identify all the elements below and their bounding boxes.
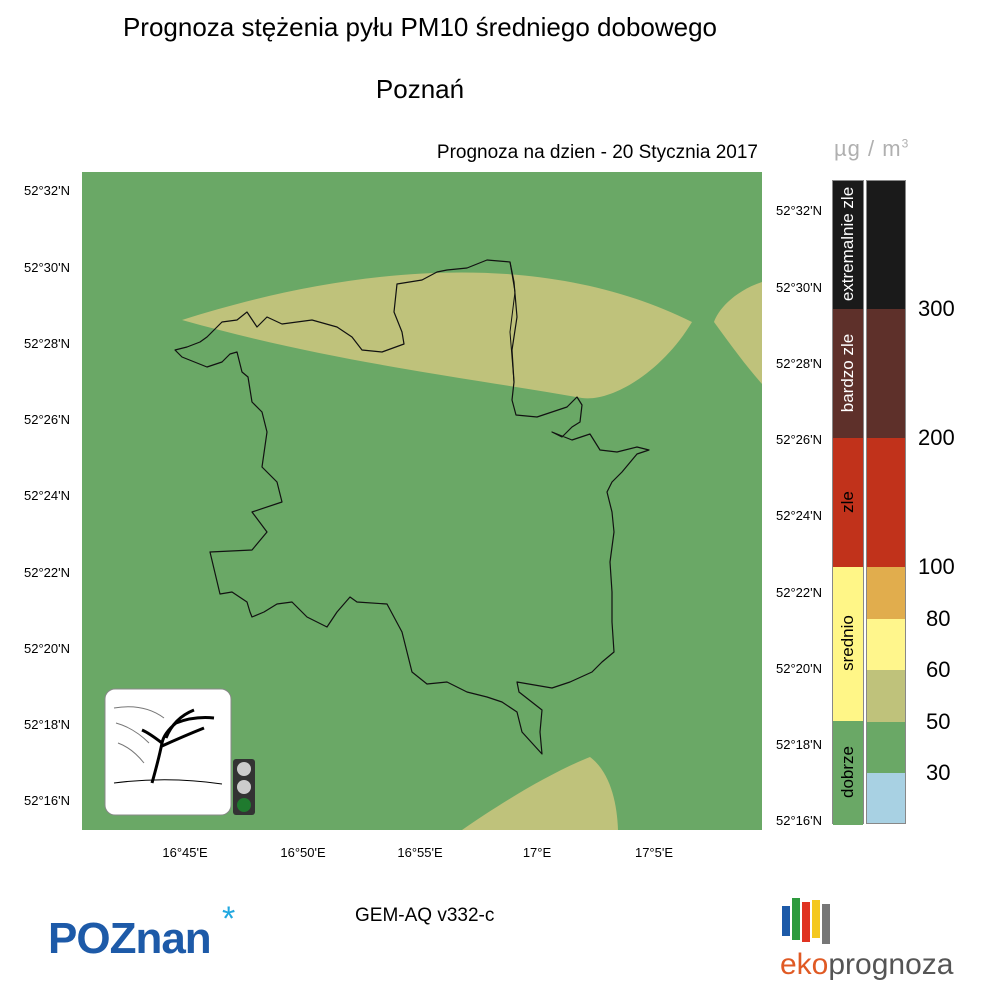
lon-label: 17°5'E	[634, 845, 674, 860]
lat-label: 52°26'N	[24, 412, 70, 427]
threshold-label: 300	[918, 296, 955, 321]
traffic-light-icon	[233, 759, 255, 815]
lon-label: 16°50'E	[280, 845, 326, 860]
poznan-logo: POZnan	[48, 914, 212, 963]
lat-label: 52°32'N	[24, 183, 70, 198]
lat-label-right: 52°26'N	[776, 432, 822, 447]
lat-label: 52°30'N	[24, 260, 70, 275]
overlay-zone-north	[182, 272, 692, 399]
threshold-label: 200	[918, 425, 955, 450]
lat-label: 52°20'N	[24, 641, 70, 656]
district-boundary	[509, 261, 516, 383]
overlay-zone-south	[462, 757, 618, 830]
eko-bars-icon	[782, 898, 830, 944]
model-label: GEM-AQ v332-c	[355, 905, 495, 926]
poznan-boundary	[174, 259, 650, 755]
threshold-label: 50	[926, 709, 951, 734]
category-label-average: srednio	[838, 615, 857, 671]
lat-label-right: 52°32'N	[776, 203, 822, 218]
category-label-good: dobrze	[838, 746, 857, 798]
forecast-date: Prognoza na dzien - 20 Stycznia 2017	[436, 142, 758, 163]
threshold-label: 100	[918, 554, 955, 579]
lat-label: 52°22'N	[24, 565, 70, 580]
lat-label-right: 52°30'N	[776, 280, 822, 295]
lat-label-right: 52°22'N	[776, 585, 822, 600]
wind-tree-icon	[104, 688, 232, 816]
lat-label-right: 52°18'N	[776, 737, 822, 752]
threshold-label: 80	[926, 606, 951, 631]
threshold-label: 30	[926, 760, 951, 785]
lat-label: 52°16'N	[24, 793, 70, 808]
lon-label: 16°45'E	[162, 845, 208, 860]
lat-label-right: 52°28'N	[776, 356, 822, 371]
lon-label: 16°55'E	[397, 845, 443, 860]
unit-label: µg / m3	[834, 136, 910, 161]
lat-label-right: 52°20'N	[776, 661, 822, 676]
lat-label: 52°24'N	[24, 488, 70, 503]
ekoprognoza-logo: ekoprognoza	[780, 948, 954, 981]
overlay-zone-east	[714, 282, 762, 384]
category-label-extreme: extremalnie zle	[838, 186, 857, 302]
map-title: Prognoza stężenia pyłu PM10 średniego do…	[122, 12, 718, 42]
lat-label-right: 52°24'N	[776, 508, 822, 523]
lat-label: 52°28'N	[24, 336, 70, 351]
category-label-bad: zle	[838, 490, 857, 513]
city-name: Poznań	[375, 74, 465, 104]
legend-color-scale	[866, 180, 906, 824]
legend-category-bar	[832, 180, 864, 825]
poznan-star-icon: *	[222, 900, 236, 938]
category-label-very-bad: bardzo zle	[838, 333, 857, 412]
lat-label: 52°18'N	[24, 717, 70, 732]
lon-label: 17°E	[522, 845, 552, 860]
lat-label-right: 52°16'N	[776, 813, 822, 828]
threshold-label: 60	[926, 657, 951, 682]
